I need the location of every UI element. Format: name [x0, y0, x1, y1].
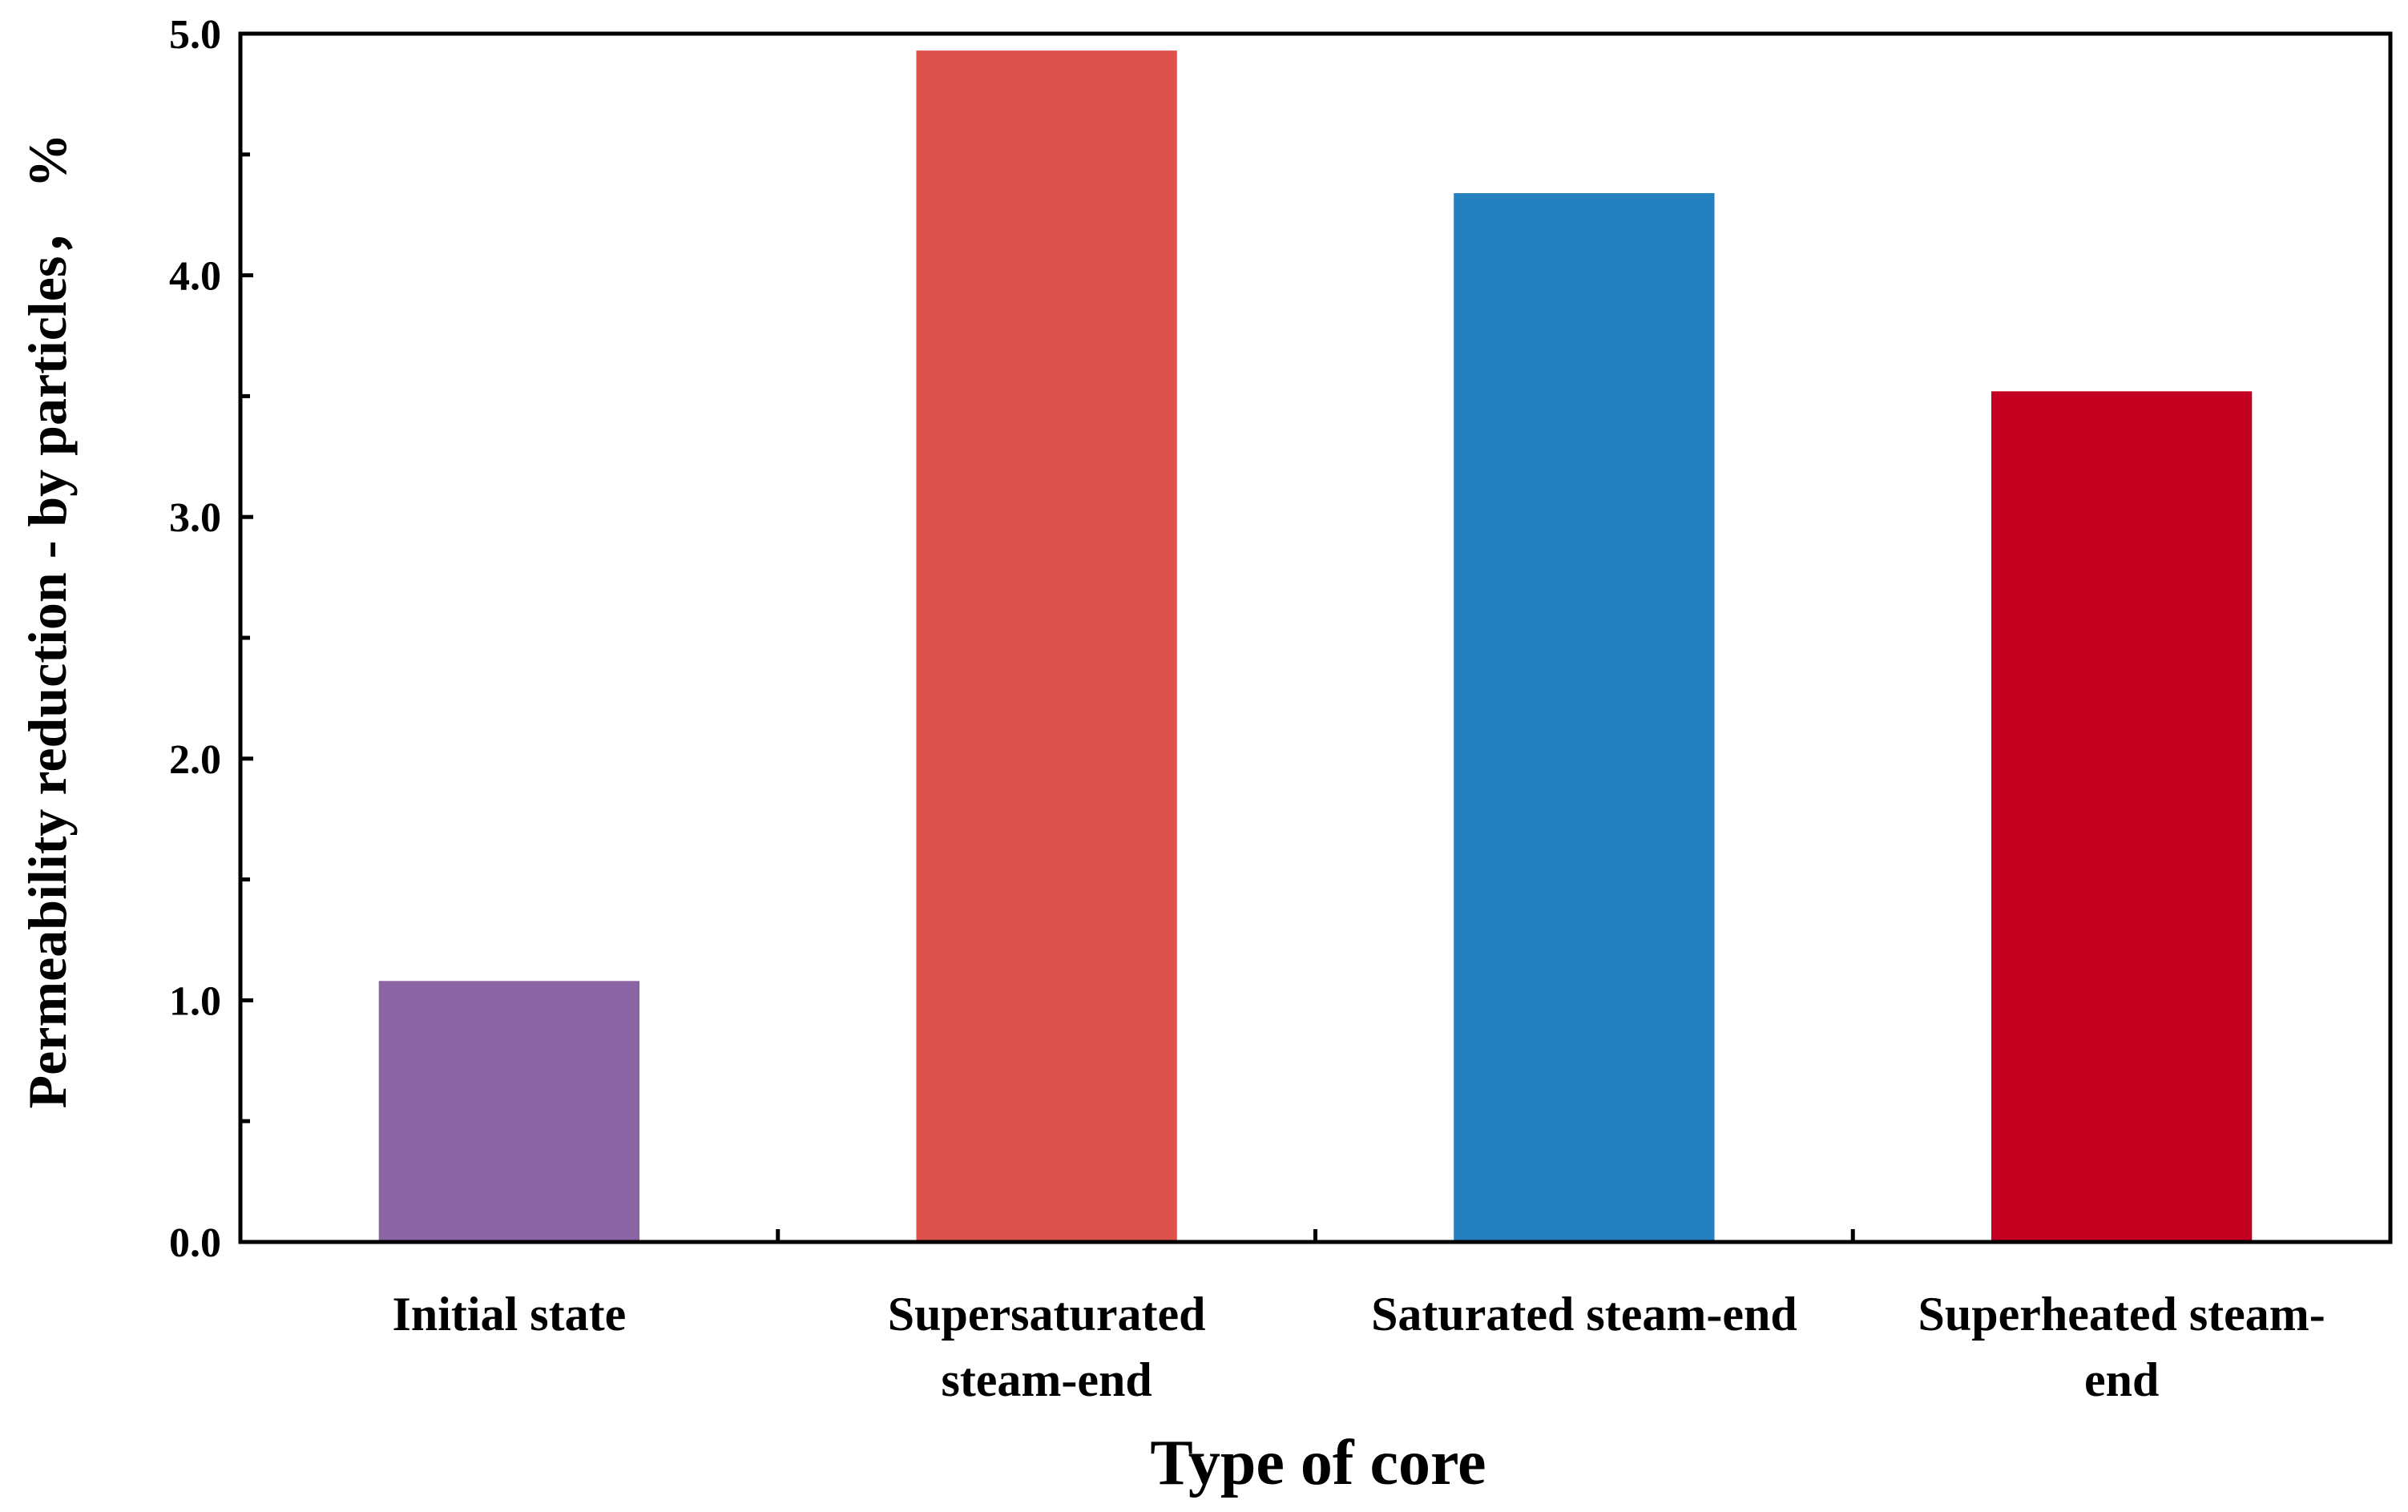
x-axis-title: Type of core: [1150, 1428, 1486, 1498]
labels-group: 0.0 1.0 2.0 3.0 4.0 5.0 Initial state Supersatu…: [169, 12, 2325, 1406]
y-tick-label-2: 2.0: [169, 737, 221, 783]
y-tick-label-1: 1.0: [169, 978, 221, 1024]
bar-3: [1991, 391, 2253, 1242]
bar-2: [1454, 193, 1715, 1242]
y-tick-label-3: 3.0: [169, 495, 221, 541]
y-tick-label-5: 5.0: [169, 12, 221, 58]
x-category-label-0: Initial state: [393, 1288, 627, 1341]
x-category-label-1: Supersaturated steam-end: [888, 1288, 1206, 1406]
x-category-label-2: Saturated steam-end: [1371, 1288, 1797, 1341]
bars-group: [378, 50, 2253, 1242]
y-tick-label-0: 0.0: [169, 1220, 221, 1266]
bar-1: [916, 50, 1177, 1242]
y-tick-label-4: 4.0: [169, 254, 221, 300]
axes-group: [238, 31, 2393, 1244]
bar-0: [378, 981, 640, 1242]
y-axis-title: Permeability reduction - by particles， %: [17, 134, 78, 1109]
x-category-label-3: Superheated steam-end: [1918, 1288, 2325, 1406]
